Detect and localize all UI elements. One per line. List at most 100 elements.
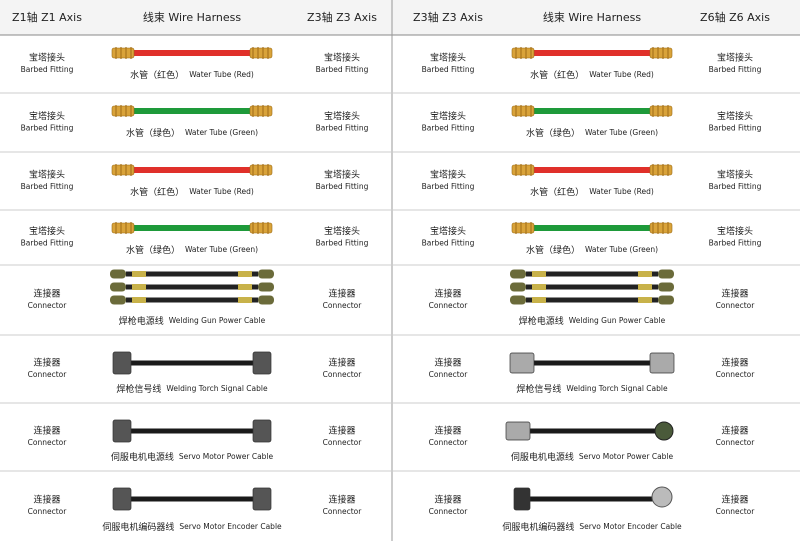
end-type-en: Barbed Fitting [21, 65, 74, 74]
end-type-cn: 宝塔接头 [430, 52, 466, 64]
illustration [509, 352, 675, 374]
sleeve [132, 284, 146, 290]
end-type-en: Barbed Fitting [21, 124, 74, 133]
cable [126, 284, 258, 290]
end-type-cn: 连接器 [434, 425, 461, 437]
lug [658, 295, 674, 305]
fitting [511, 105, 535, 117]
harness-en: Servo Motor Power Cable [579, 452, 674, 461]
harness-en: Water Tube (Red) [189, 187, 254, 196]
illustration [510, 269, 674, 305]
fitting [249, 222, 273, 234]
cable [526, 271, 658, 277]
harness-label: 焊枪电源线 Welding Gun Power Cable [119, 315, 266, 327]
end-type-cn: 宝塔接头 [324, 169, 360, 181]
harness-cn: 水管（绿色） [526, 244, 580, 256]
end-type-cn: 宝塔接头 [324, 110, 360, 122]
lug [658, 269, 674, 279]
connector [505, 421, 531, 441]
end-type-cn: 连接器 [33, 288, 60, 300]
sleeve [238, 284, 252, 290]
lug [510, 295, 526, 305]
end-type-en: Barbed Fitting [709, 124, 762, 133]
harness-label: 焊枪电源线 Welding Gun Power Cable [519, 315, 666, 327]
harness-en: Welding Torch Signal Cable [166, 384, 268, 393]
harness-label: 水管（绿色） Water Tube (Green) [126, 244, 258, 256]
end-type-cn: 连接器 [721, 357, 748, 369]
harness-label: 水管（绿色） Water Tube (Green) [526, 127, 658, 139]
harness-en: Welding Gun Power Cable [569, 316, 666, 325]
cable [122, 428, 262, 434]
cable [526, 284, 658, 290]
harness-label: 水管（红色） Water Tube (Red) [530, 69, 654, 81]
end-type-en: Connector [716, 301, 756, 310]
illustration [511, 222, 673, 234]
lug [510, 282, 526, 292]
tube [534, 225, 650, 231]
fitting [111, 47, 135, 59]
sleeve [532, 284, 546, 290]
harness-label: 水管（绿色） Water Tube (Green) [526, 244, 658, 256]
connector [252, 487, 272, 511]
column-header: 线束 Wire Harness [543, 10, 642, 24]
illustration [511, 164, 673, 176]
end-type-en: Connector [323, 507, 363, 516]
end-type-cn: 宝塔接头 [717, 52, 753, 64]
harness-label: 伺服电机编码器线 Servo Motor Encoder Cable [502, 521, 682, 533]
end-type-en: Barbed Fitting [21, 239, 74, 248]
illustration [110, 269, 274, 305]
column-header: 线束 Wire Harness [143, 10, 242, 24]
harness-en: Servo Motor Encoder Cable [179, 522, 282, 531]
end-type-en: Barbed Fitting [422, 65, 475, 74]
end-type-en: Connector [716, 370, 756, 379]
lug [510, 269, 526, 279]
illustration [511, 47, 673, 59]
harness-label: 水管（红色） Water Tube (Red) [130, 69, 254, 81]
harness-cn: 水管（绿色） [526, 127, 580, 139]
end-type-en: Barbed Fitting [709, 239, 762, 248]
end-type-en: Connector [429, 507, 469, 516]
harness-en: Water Tube (Green) [585, 128, 658, 137]
illustration [505, 421, 674, 441]
connector [513, 487, 531, 511]
end-type-en: Connector [429, 370, 469, 379]
end-type-en: Barbed Fitting [709, 65, 762, 74]
connector [112, 419, 132, 443]
end-type-en: Connector [323, 438, 363, 447]
end-type-cn: 宝塔接头 [430, 169, 466, 181]
harness-cn: 水管（红色） [130, 69, 184, 81]
harness-cn: 焊枪信号线 [516, 383, 561, 395]
illustration [112, 351, 272, 375]
end-type-en: Connector [323, 301, 363, 310]
cable [522, 428, 662, 434]
lug [258, 269, 274, 279]
harness-cn: 水管（红色） [530, 186, 584, 198]
harness-label: 水管（红色） Water Tube (Red) [530, 186, 654, 198]
end-type-cn: 宝塔接头 [29, 225, 65, 237]
harness-cn: 伺服电机电源线 [511, 451, 574, 463]
connector [509, 352, 535, 374]
end-type-en: Barbed Fitting [316, 239, 369, 248]
sleeve [532, 271, 546, 277]
harness-cn: 伺服电机电源线 [111, 451, 174, 463]
harness-cn: 水管（红色） [130, 186, 184, 198]
cable [122, 360, 262, 366]
round-connector [651, 486, 673, 508]
tube [534, 50, 650, 56]
end-type-cn: 连接器 [434, 494, 461, 506]
round-connector [654, 421, 674, 441]
end-type-en: Connector [28, 370, 68, 379]
sleeve [132, 297, 146, 303]
harness-cn: 伺服电机编码器线 [102, 521, 174, 533]
end-type-cn: 连接器 [328, 494, 355, 506]
end-type-cn: 连接器 [328, 357, 355, 369]
sleeve [132, 271, 146, 277]
lug [110, 282, 126, 292]
illustration [111, 105, 273, 117]
tube [134, 50, 250, 56]
lug [110, 295, 126, 305]
end-type-en: Barbed Fitting [316, 182, 369, 191]
sleeve [532, 297, 546, 303]
end-type-en: Barbed Fitting [422, 182, 475, 191]
